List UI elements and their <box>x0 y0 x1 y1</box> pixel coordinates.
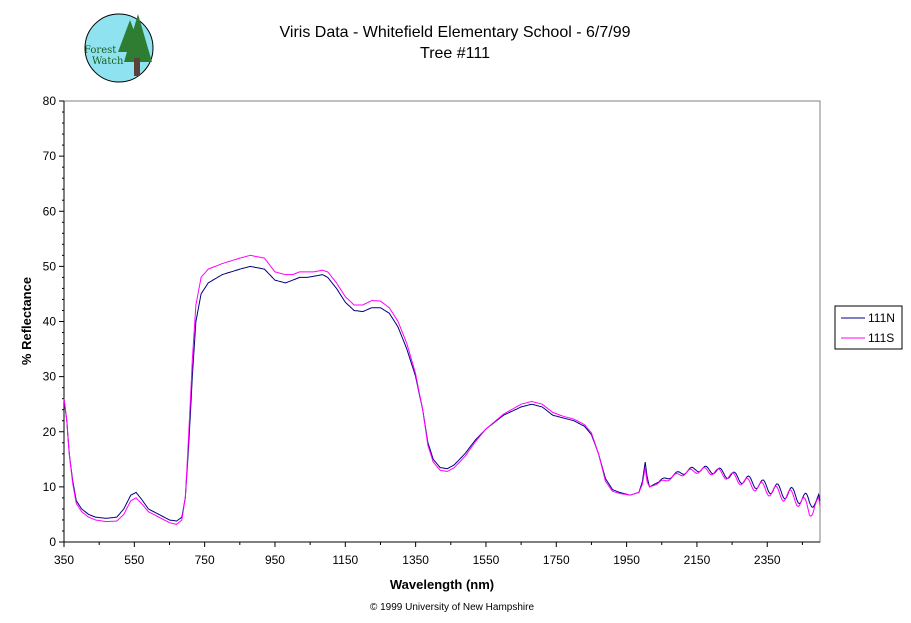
x-axis: 350 550 750 950 1150 1350 1550 1750 1950 2150 2350 <box>54 541 820 567</box>
legend: 111N 111S <box>834 305 903 350</box>
x-tick-label: 950 <box>265 553 285 567</box>
x-tick-label: 2350 <box>754 553 781 567</box>
x-tick-label: 550 <box>124 553 144 567</box>
y-tick-label: 50 <box>43 259 57 273</box>
y-tick-label: 10 <box>43 480 57 494</box>
x-tick-label: 750 <box>195 553 215 567</box>
forest-watch-logo: Forest Watch <box>84 13 154 83</box>
copyright-text: © 1999 University of New Hampshire <box>370 602 535 613</box>
plot-area <box>63 100 821 543</box>
x-axis-title: Wavelength (nm) <box>390 577 494 592</box>
y-tick-label: 40 <box>43 315 57 329</box>
logo-text-forest: Forest <box>84 45 116 56</box>
legend-box <box>834 305 903 350</box>
series-line-111S <box>63 254 821 525</box>
logo-tree-icon <box>124 14 152 62</box>
logo-text-watch: Watch <box>92 56 124 67</box>
y-tick-label: 30 <box>43 370 57 384</box>
series-layer <box>63 254 821 525</box>
chart-subtitle: Tree #111 <box>420 45 490 62</box>
legend-label: 111S <box>868 331 894 345</box>
x-tick-label: 350 <box>54 553 74 567</box>
y-axis-title: % Reflectance <box>19 277 34 365</box>
x-tick-label: 1750 <box>543 553 570 567</box>
chart-title: Viris Data - Whitefield Elementary Schoo… <box>280 24 631 41</box>
x-tick-label: 2150 <box>684 553 711 567</box>
y-tick-label: 0 <box>49 535 56 549</box>
legend-label: 111N <box>868 311 895 325</box>
logo-trunk-icon <box>134 58 140 76</box>
y-tick-label: 80 <box>43 94 57 108</box>
x-tick-label: 1150 <box>332 553 358 567</box>
y-tick-label: 20 <box>43 425 57 439</box>
x-tick-label: 1550 <box>473 553 500 567</box>
x-tick-label: 1950 <box>613 553 640 567</box>
y-tick-label: 70 <box>43 149 57 163</box>
y-tick-label: 60 <box>43 204 57 218</box>
y-axis: 0 10 20 30 40 50 60 70 80 <box>43 94 65 549</box>
x-tick-label: 1350 <box>402 553 429 567</box>
